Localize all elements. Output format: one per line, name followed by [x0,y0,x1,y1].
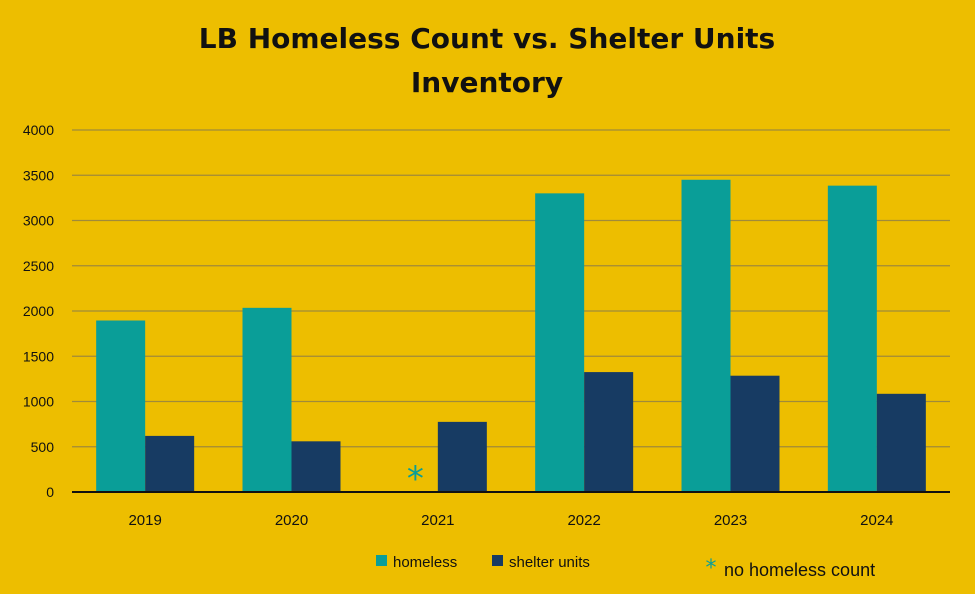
y-axis-ticks: 0 500 1000 1500 2000 2500 3000 3500 4000 [23,122,54,500]
bar-homeless-2022 [535,193,585,492]
y-tick-label: 500 [31,439,55,455]
annotation-text: no homeless count [724,560,875,580]
x-tick-label: 2024 [860,512,893,529]
bar-shelter-units-2020 [291,441,341,492]
y-tick-label: 3500 [23,167,54,183]
bars: * [96,179,926,499]
legend-swatch-homeless [376,555,387,566]
bar-homeless-2020 [242,307,292,492]
y-tick-label: 0 [46,484,54,500]
x-tick-label: 2022 [567,512,600,529]
bar-shelter-units-2022 [584,372,634,492]
chart-title-line-2: Inventory [411,66,563,99]
bar-shelter-units-2021 [437,421,487,492]
x-tick-label: 2020 [275,512,308,529]
x-tick-label: 2023 [714,512,747,529]
chart-title-line-1: LB Homeless Count vs. Shelter Units [199,22,775,55]
x-tick-label: 2021 [421,512,454,529]
y-tick-label: 2500 [23,258,54,274]
bar-homeless-2019 [96,320,146,492]
bar-shelter-units-2023 [730,375,780,492]
bar-homeless-2024 [827,185,877,492]
legend-label: shelter units [509,554,590,571]
y-tick-label: 2000 [23,303,54,319]
y-tick-label: 4000 [23,122,54,138]
y-tick-label: 3000 [23,213,54,229]
legend: homeless shelter units * no homeless count [376,554,875,581]
x-tick-label: 2019 [128,512,161,529]
gridlines [72,129,950,448]
bar-shelter-units-2019 [145,435,195,492]
y-tick-label: 1000 [23,394,54,410]
x-axis-ticks: 2019 2020 2021 2022 2023 2024 [128,512,893,529]
missing-value-marker: * [407,459,424,499]
y-tick-label: 1500 [23,348,54,364]
legend-label: homeless [393,554,457,571]
annotation-asterisk: * [706,556,717,581]
bar-homeless-2023 [681,179,731,492]
legend-swatch-shelter-units [492,555,503,566]
bar-shelter-units-2024 [876,393,926,492]
